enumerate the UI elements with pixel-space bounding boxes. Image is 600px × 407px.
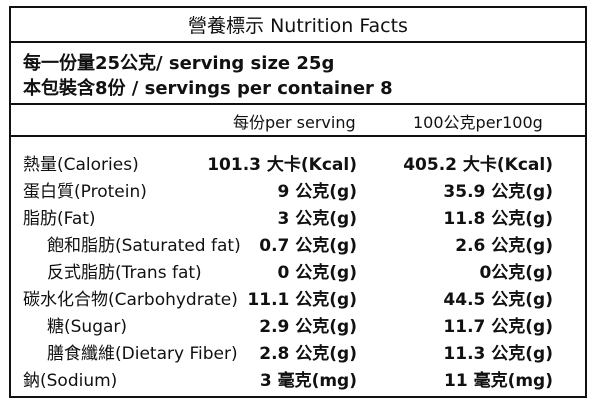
nutrition-facts-panel: 營養標示 Nutrition Facts 每一份量25公克/ serving s… [9,6,587,398]
nutrient-label: 糖(Sugar) [47,317,128,337]
nutrient-row-protein: 蛋白質(Protein) 9 公克(g) 35.9 公克(g) [11,174,585,202]
nutrient-row-dietary-fiber: 膳食纖維(Dietary Fiber) 2.8 公克(g) 11.3 公克(g) [11,336,585,364]
nutrient-label: 蛋白質(Protein) [23,182,147,202]
per-serving-value: 3 毫克(mg) [259,371,357,391]
nutrient-label: 熱量(Calories) [23,155,139,175]
per-serving-header: 每份per serving [233,113,356,132]
nutrient-label: 反式脂肪(Trans fat) [47,263,202,283]
per-serving-value: 11.1 公克(g) [247,290,357,310]
per-100g-value: 405.2 大卡(Kcal) [403,155,553,175]
per-100g-value: 11 毫克(mg) [444,371,553,391]
per-serving-value: 2.9 公克(g) [259,317,357,337]
per-100g-value: 11.8 公克(g) [443,209,553,229]
serving-info: 每一份量25公克/ serving size 25g 本包裝含8份 / serv… [11,43,585,105]
per-serving-value: 0.7 公克(g) [259,236,357,256]
per-serving-value: 2.8 公克(g) [259,344,357,364]
per-100g-header: 100公克per100g [413,113,543,132]
nutrient-row-sugar: 糖(Sugar) 2.9 公克(g) 11.7 公克(g) [11,309,585,337]
nutrient-row-carbohydrate: 碳水化合物(Carbohydrate) 11.1 公克(g) 44.5 公克(g… [11,282,585,310]
per-serving-value: 9 公克(g) [277,182,357,202]
per-100g-value: 11.3 公克(g) [443,344,553,364]
per-serving-value: 101.3 大卡(Kcal) [207,155,357,175]
nutrient-label: 鈉(Sodium) [23,371,118,391]
per-100g-value: 35.9 公克(g) [443,182,553,202]
nutrient-row-calories: 熱量(Calories) 101.3 大卡(Kcal) 405.2 大卡(Kca… [11,147,585,175]
nutrient-label: 碳水化合物(Carbohydrate) [23,290,238,310]
nutrient-label: 脂肪(Fat) [23,209,96,229]
nutrient-row-fat: 脂肪(Fat) 3 公克(g) 11.8 公克(g) [11,201,585,229]
column-headers: 每份per serving 100公克per100g [11,105,585,137]
serving-size: 每一份量25公克/ serving size 25g [23,53,335,74]
per-100g-value: 2.6 公克(g) [455,236,553,256]
per-serving-value: 0 公克(g) [277,263,357,283]
nutrient-row-saturated-fat: 飽和脂肪(Saturated fat) 0.7 公克(g) 2.6 公克(g) [11,228,585,256]
nutrient-rows: 熱量(Calories) 101.3 大卡(Kcal) 405.2 大卡(Kca… [11,137,585,391]
per-100g-value: 11.7 公克(g) [443,317,553,337]
nutrient-row-trans-fat: 反式脂肪(Trans fat) 0 公克(g) 0公克(g) [11,255,585,283]
panel-title: 營養標示 Nutrition Facts [11,8,585,43]
per-serving-value: 3 公克(g) [277,209,357,229]
per-100g-value: 0公克(g) [479,263,553,283]
per-100g-value: 44.5 公克(g) [443,290,553,310]
nutrient-row-sodium: 鈉(Sodium) 3 毫克(mg) 11 毫克(mg) [11,363,585,391]
servings-per-container: 本包裝含8份 / servings per container 8 [23,78,393,99]
nutrient-label: 飽和脂肪(Saturated fat) [47,236,241,256]
nutrient-label: 膳食纖維(Dietary Fiber) [47,344,238,364]
